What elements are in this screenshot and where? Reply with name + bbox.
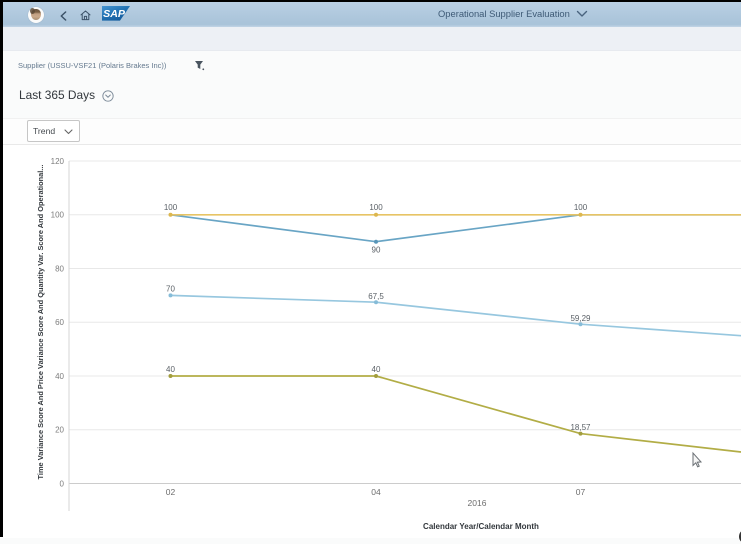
svg-text:40: 40	[55, 372, 64, 381]
svg-text:100: 100	[369, 203, 383, 212]
svg-text:18,57: 18,57	[570, 423, 591, 432]
svg-text:120: 120	[51, 157, 65, 166]
svg-text:Calendar Year/Calendar Month: Calendar Year/Calendar Month	[423, 522, 539, 531]
svg-text:20: 20	[55, 426, 64, 435]
svg-text:59,29: 59,29	[570, 314, 591, 323]
svg-text:80: 80	[55, 264, 64, 273]
svg-text:67,5: 67,5	[368, 292, 384, 301]
svg-text:70: 70	[166, 285, 175, 294]
svg-text:90: 90	[372, 246, 381, 255]
svg-text:2016: 2016	[468, 498, 487, 508]
svg-text:02: 02	[166, 487, 176, 497]
svg-text:04: 04	[371, 487, 381, 497]
svg-text:SAP: SAP	[103, 9, 125, 20]
svg-text:60: 60	[55, 318, 64, 327]
svg-text:Time Variance Score And Price: Time Variance Score And Price Variance S…	[36, 165, 45, 480]
svg-text:40: 40	[166, 365, 175, 374]
svg-text:0: 0	[60, 479, 65, 488]
svg-text:100: 100	[164, 203, 178, 212]
svg-text:07: 07	[576, 487, 586, 497]
svg-text:40: 40	[372, 365, 381, 374]
svg-text:100: 100	[51, 211, 65, 220]
svg-text:100: 100	[574, 203, 588, 212]
